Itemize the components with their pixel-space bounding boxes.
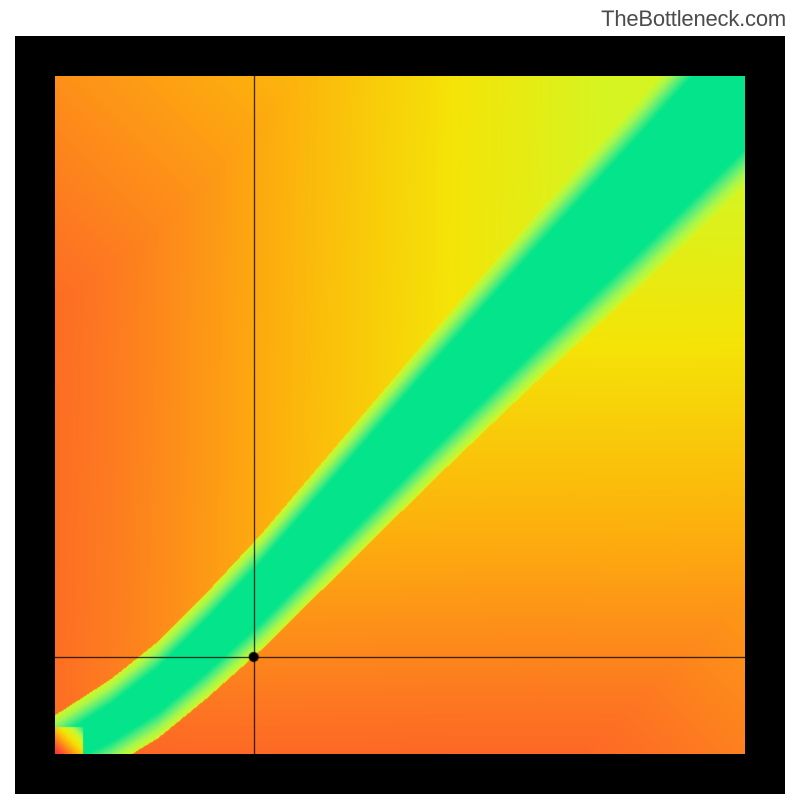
watermark-text: TheBottleneck.com (601, 6, 786, 32)
chart-container: TheBottleneck.com (0, 0, 800, 800)
overlay-canvas (55, 76, 745, 754)
